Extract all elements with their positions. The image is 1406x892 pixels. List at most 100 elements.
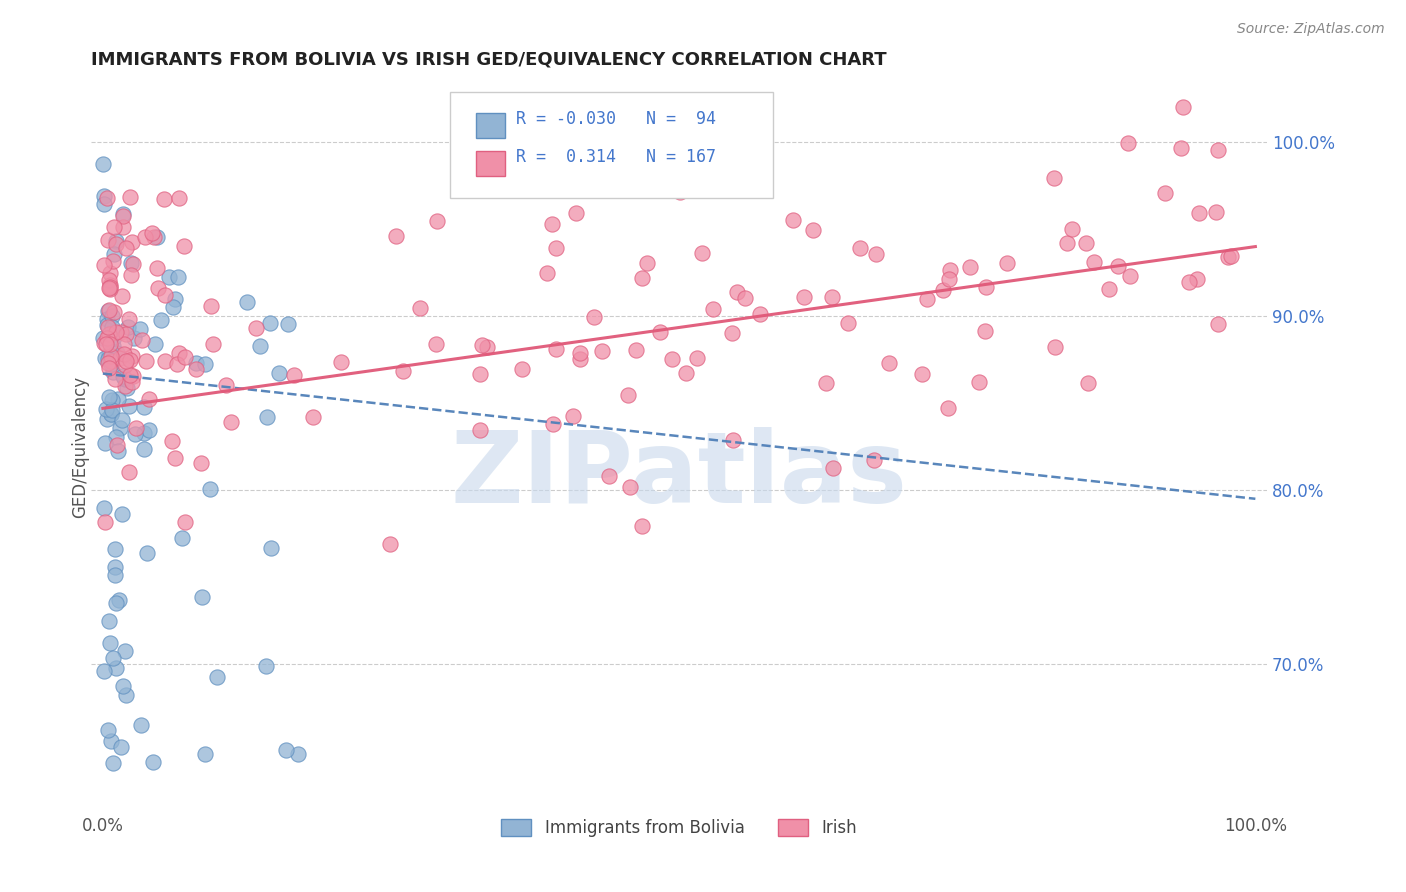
Point [967, 376, 990, 390]
Point [98, 615, 121, 629]
Point [100, 353, 122, 368]
Point [624, 343, 647, 357]
Point [100, 357, 122, 371]
Point [470, 423, 492, 437]
Point [93, 664, 115, 678]
Point [1056, 236, 1078, 251]
Point [112, 219, 135, 234]
Point [1170, 141, 1192, 155]
Point [380, 537, 402, 551]
Point [96, 191, 118, 205]
Point [98, 327, 121, 342]
Point [112, 371, 135, 385]
Point [115, 354, 138, 368]
Point [101, 309, 124, 323]
Point [112, 337, 135, 351]
Point [97, 319, 120, 334]
Point [98, 336, 121, 351]
Text: Source: ZipAtlas.com: Source: ZipAtlas.com [1237, 22, 1385, 37]
Point [124, 331, 146, 345]
Point [167, 191, 190, 205]
Point [104, 430, 127, 444]
Point [591, 344, 613, 359]
Point [1154, 186, 1177, 200]
Point [129, 322, 152, 336]
Point [1220, 249, 1243, 263]
Point [865, 246, 887, 260]
Point [915, 292, 938, 306]
Point [837, 316, 859, 330]
Point [877, 356, 900, 370]
Point [129, 718, 152, 732]
Text: R =  0.314   N = 167: R = 0.314 N = 167 [516, 148, 716, 167]
Point [170, 531, 193, 545]
Point [149, 312, 172, 326]
Point [97, 347, 120, 361]
Legend: Immigrants from Bolivia, Irish: Immigrants from Bolivia, Irish [495, 813, 863, 844]
Point [110, 325, 132, 339]
Point [1043, 340, 1066, 354]
Point [541, 417, 564, 431]
Point [121, 349, 143, 363]
Point [690, 246, 713, 260]
Point [385, 229, 408, 244]
Point [97, 356, 120, 370]
Point [94, 351, 117, 365]
Point [157, 269, 180, 284]
Point [277, 317, 299, 331]
Point [426, 214, 449, 228]
Point [111, 413, 134, 427]
Point [98, 280, 121, 294]
Point [166, 357, 188, 371]
Point [1178, 276, 1201, 290]
Point [723, 434, 745, 448]
Point [1188, 206, 1211, 220]
Point [111, 507, 134, 521]
Point [114, 359, 136, 373]
Point [564, 206, 586, 220]
Point [114, 644, 136, 658]
Point [1060, 222, 1083, 236]
Point [153, 287, 176, 301]
Point [141, 226, 163, 240]
Point [823, 460, 845, 475]
Point [124, 426, 146, 441]
Point [702, 301, 724, 316]
Point [544, 241, 567, 255]
Point [98, 278, 121, 293]
Point [120, 268, 142, 282]
Point [184, 362, 207, 376]
Point [121, 375, 143, 389]
Point [561, 409, 583, 424]
Point [98, 390, 121, 404]
Point [104, 541, 127, 556]
Point [134, 400, 156, 414]
Point [1119, 268, 1142, 283]
Point [115, 688, 138, 702]
Point [1171, 100, 1194, 114]
Bar [475, 112, 505, 137]
Text: ZIPatlas: ZIPatlas [451, 427, 907, 524]
Point [103, 219, 125, 234]
Point [152, 192, 174, 206]
Point [471, 338, 494, 352]
Point [167, 345, 190, 359]
Point [114, 378, 136, 392]
Point [911, 367, 934, 381]
Point [118, 190, 141, 204]
Point [134, 426, 156, 441]
Point [974, 279, 997, 293]
Point [536, 266, 558, 280]
Point [1208, 317, 1230, 331]
Point [93, 515, 115, 529]
Point [582, 310, 605, 325]
Point [96, 412, 118, 426]
Point [112, 209, 135, 223]
Point [105, 438, 128, 452]
Point [104, 372, 127, 386]
Point [668, 186, 690, 200]
Point [1083, 255, 1105, 269]
Point [103, 246, 125, 260]
Point [96, 331, 118, 345]
Point [101, 403, 124, 417]
